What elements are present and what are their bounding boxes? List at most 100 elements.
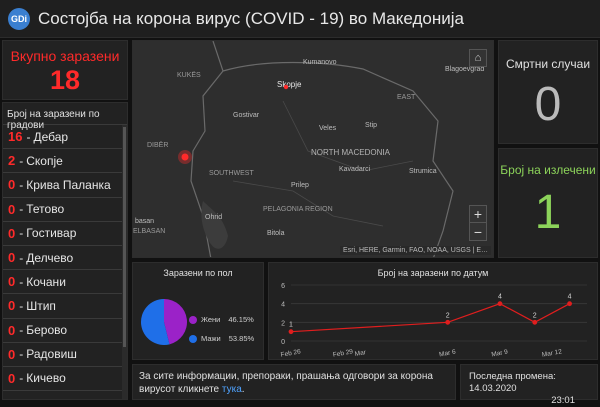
info-panel: За сите информации, препораки, прашања о… xyxy=(132,364,456,400)
city-row[interactable]: 0- Делчево xyxy=(3,246,127,271)
map-place-label: Kavadarci xyxy=(339,166,371,173)
map-place-label: Strumica xyxy=(409,168,437,175)
map-place-label: EAST xyxy=(397,94,416,101)
city-count: 0 xyxy=(8,346,16,362)
recovered-value: 1 xyxy=(534,186,562,239)
deaths-label: Смртни случаи xyxy=(505,57,591,71)
city-row[interactable]: 0- Радовиш xyxy=(3,343,127,367)
city-separator: - xyxy=(19,323,24,338)
pie-slice-female[interactable] xyxy=(164,299,188,345)
pie-slice-male[interactable] xyxy=(141,299,170,345)
city-name: Штип xyxy=(26,298,56,313)
x-tick-label: Mar 12 xyxy=(541,348,563,358)
map-border xyxy=(190,41,224,257)
city-row[interactable]: 0- Крива Паланка xyxy=(3,173,127,198)
x-tick-label: Feb 29 xyxy=(332,348,354,358)
city-count: 0 xyxy=(8,298,16,314)
info-message: За сите информации, препораки, прашања о… xyxy=(139,371,433,395)
city-separator: - xyxy=(26,129,31,144)
city-count: 16 xyxy=(8,129,23,145)
city-row[interactable]: 16- Дебар xyxy=(3,125,127,150)
city-separator: - xyxy=(19,202,24,217)
data-point[interactable] xyxy=(532,319,538,325)
map-place-label: Gostivar xyxy=(233,112,260,119)
male-label: Мажи xyxy=(201,334,221,343)
map-place-label: Kumanovo xyxy=(303,59,337,66)
city-name: Делчево xyxy=(26,250,74,265)
city-row[interactable]: 0- Кочани xyxy=(3,270,127,295)
city-name: Крива Паланка xyxy=(26,177,111,192)
cities-list: 16- Дебар 2- Скопје 0- Крива Паланка 0- Тет… xyxy=(3,125,127,392)
data-point[interactable] xyxy=(567,301,572,307)
city-row[interactable]: 0- Кичево xyxy=(3,367,127,392)
legend-item-male: Мажи 53.85% xyxy=(189,334,254,343)
data-label: 4 xyxy=(568,294,572,301)
data-point[interactable] xyxy=(288,329,294,335)
city-name: Берово xyxy=(26,323,68,338)
cases-by-date-title: Број на заразени по датум xyxy=(377,268,489,278)
map-place-label: PELAGONIA REGION xyxy=(263,206,333,213)
debar-marker xyxy=(181,153,189,161)
last-updated-panel: Последна промена: 14.03.2020 23:01 xyxy=(460,364,598,406)
map-canvas[interactable]: KUKËS Skopje Kumanovo Blagoevgrad EAST Gostiv… xyxy=(133,41,494,258)
zoom-in-button[interactable]: + xyxy=(470,206,486,223)
map-place-label: Ohrid xyxy=(205,214,222,221)
data-label: 2 xyxy=(533,312,537,319)
gender-legend: Жени 46.15% Мажи 53.85% xyxy=(189,315,254,353)
deaths-value: 0 xyxy=(534,78,562,131)
city-row[interactable]: 0- Тетово xyxy=(3,198,127,222)
legend-item-female: Жени 46.15% xyxy=(189,315,254,324)
city-row[interactable]: 2- Скопје xyxy=(3,149,127,174)
city-row[interactable]: 0- Гостивар xyxy=(3,222,127,246)
map-place-label: Stip xyxy=(365,122,377,129)
map-region-line xyxy=(282,100,414,172)
map-place-label: DIBËR xyxy=(147,141,168,149)
y-tick-label: 2 xyxy=(281,320,285,327)
city-count: 0 xyxy=(8,177,16,193)
home-icon[interactable]: ⌂ xyxy=(469,49,487,67)
city-separator: - xyxy=(19,298,24,313)
city-count: 0 xyxy=(8,225,16,241)
city-row[interactable]: 0- Штип xyxy=(3,294,127,319)
map-attribution[interactable]: Esri, HERE, Garmin, FAO, NOAA, USGS | E… xyxy=(340,246,491,255)
cities-list-header: Број на заразени по градови xyxy=(3,103,127,131)
page-title: Состојба на корона вирус (COVID - 19) во… xyxy=(38,8,464,28)
last-updated-time: 23:01 xyxy=(551,395,575,406)
map-place-label: ELBASAN xyxy=(133,228,165,235)
recovered-label: Број на излечени xyxy=(500,163,596,177)
data-point[interactable] xyxy=(445,319,451,325)
map-place-label: SOUTHWEST xyxy=(209,170,254,177)
city-row[interactable]: 0- Берово xyxy=(3,319,127,343)
data-label: 1 xyxy=(289,322,293,329)
scrollbar-thumb[interactable] xyxy=(123,127,126,347)
x-tick-label: Mar 9 xyxy=(491,349,509,359)
city-name: Скопје xyxy=(26,153,63,168)
total-infected-label: Вкупно заразени xyxy=(10,48,120,64)
city-separator: - xyxy=(19,371,24,386)
cases-by-date-panel: Број на заразени по датум 0 2 4 6 Feb 26 Feb … xyxy=(268,262,598,360)
data-point[interactable] xyxy=(497,301,503,307)
map-panel[interactable]: KUKËS Skopje Kumanovo Blagoevgrad EAST Gostiv… xyxy=(132,40,494,258)
city-count: 0 xyxy=(8,370,16,386)
cities-scrollbar[interactable] xyxy=(122,125,127,399)
x-tick-label: Feb 26 xyxy=(280,348,302,358)
city-count: 0 xyxy=(8,322,16,338)
zoom-control: + − xyxy=(469,205,487,241)
info-link[interactable]: тука xyxy=(221,384,242,395)
data-label: 2 xyxy=(446,312,450,319)
gender-pie-chart[interactable] xyxy=(139,297,189,347)
deaths-panel: Смртни случаи 0 xyxy=(498,40,598,144)
total-infected-value: 18 xyxy=(49,65,81,95)
city-separator: - xyxy=(19,347,24,362)
app-header: GDi Состојба на корона вирус (COVID - 19… xyxy=(0,0,600,38)
zoom-out-button[interactable]: − xyxy=(473,223,483,240)
map-place-label: basan xyxy=(135,218,154,225)
y-tick-label: 6 xyxy=(281,283,285,290)
info-text: За сите информации, препораки, прашања о… xyxy=(133,365,455,401)
gdi-logo: GDi xyxy=(8,7,30,30)
city-count: 2 xyxy=(8,153,16,169)
city-separator: - xyxy=(19,226,24,241)
male-swatch xyxy=(189,334,197,343)
y-tick-label: 4 xyxy=(281,302,285,309)
